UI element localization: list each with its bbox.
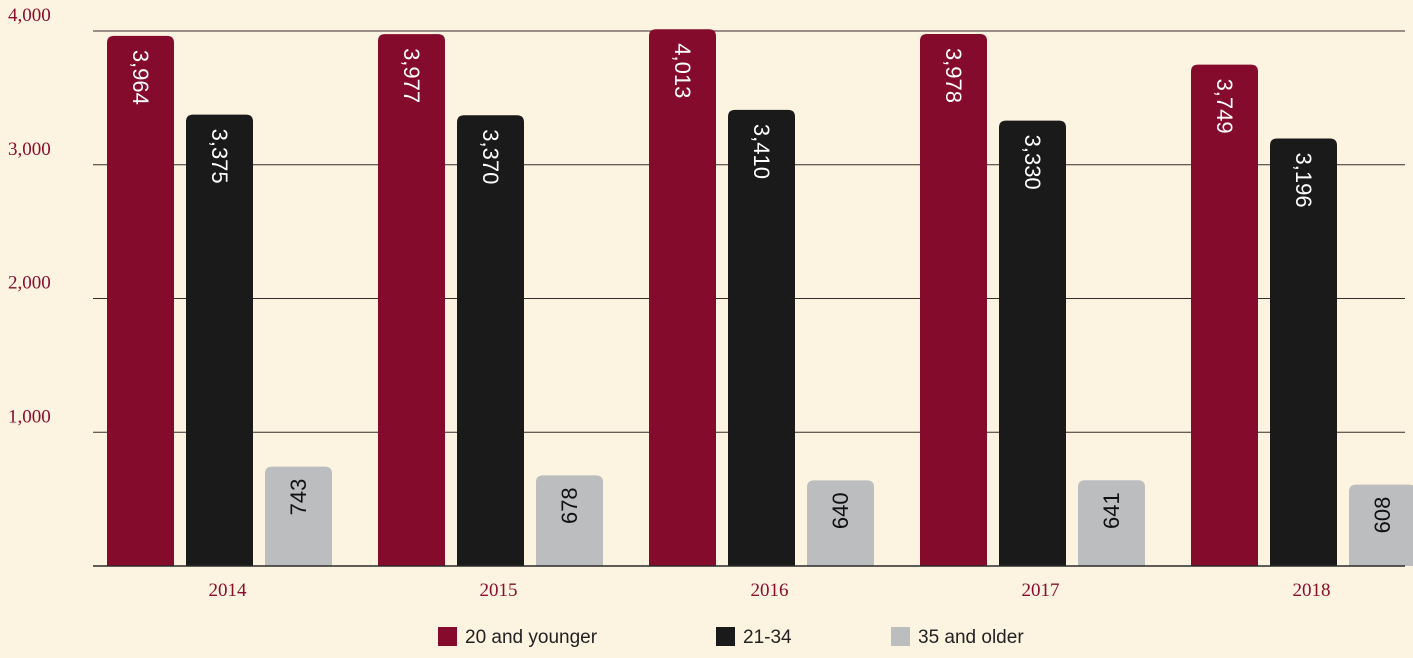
x-tick-label: 2016 [751,580,789,601]
y-tick-label: 2,000 [8,273,51,294]
bar [186,114,253,566]
y-axis-ticks: 1,000 2,000 3,000 4,000 [8,5,51,427]
bar-value-label: 3,410 [749,124,774,179]
legend-label: 35 and older [918,627,1024,648]
y-tick-label: 1,000 [8,406,51,427]
x-tick-label: 2014 [209,580,248,601]
bar-value-label: 608 [1370,497,1395,534]
bar [107,35,174,566]
bar [457,115,524,566]
x-tick-label: 2017 [1022,580,1060,601]
x-tick-label: 2015 [480,580,518,601]
bar-value-label: 4,013 [670,43,695,98]
bar [999,120,1066,567]
bar-value-label: 3,370 [478,129,503,184]
bar-value-label: 3,196 [1291,153,1316,208]
bar-value-label: 641 [1099,492,1124,529]
y-tick-label: 3,000 [8,139,51,160]
bar [1191,64,1258,566]
x-axis-ticks: 2014 2015 2016 2017 2018 [209,580,1331,601]
bar-value-label: 3,977 [399,48,424,103]
bar-value-label: 3,964 [128,50,153,105]
bar [536,475,603,566]
y-tick-label: 4,000 [8,5,51,26]
bar-value-label: 3,330 [1020,135,1045,190]
bar-value-label: 3,978 [941,48,966,103]
legend-swatch [438,627,457,646]
bar [920,33,987,566]
bar [265,466,332,566]
legend-swatch [891,627,910,646]
bar [378,34,445,567]
bar [728,109,795,566]
bars [107,29,1413,567]
bar-value-label: 743 [286,479,311,516]
bar [1078,480,1145,566]
bar-value-label: 640 [828,492,853,529]
bar [807,480,874,566]
legend-label: 21-34 [743,627,792,648]
bar-value-label: 3,749 [1212,79,1237,134]
legend: 20 and younger 21-34 35 and older [438,627,1024,648]
bar-value-label: 678 [557,487,582,524]
bar-value-labels: 3,964 3,375 743 3,977 3,370 678 4,013 3,410 640 3… [128,43,1395,533]
bar-value-label: 3,375 [207,129,232,184]
legend-label: 20 and younger [465,627,598,648]
bar [1270,138,1337,566]
bar [1349,484,1413,566]
bar [649,29,716,567]
legend-swatch [716,627,735,646]
x-tick-label: 2018 [1293,580,1331,601]
